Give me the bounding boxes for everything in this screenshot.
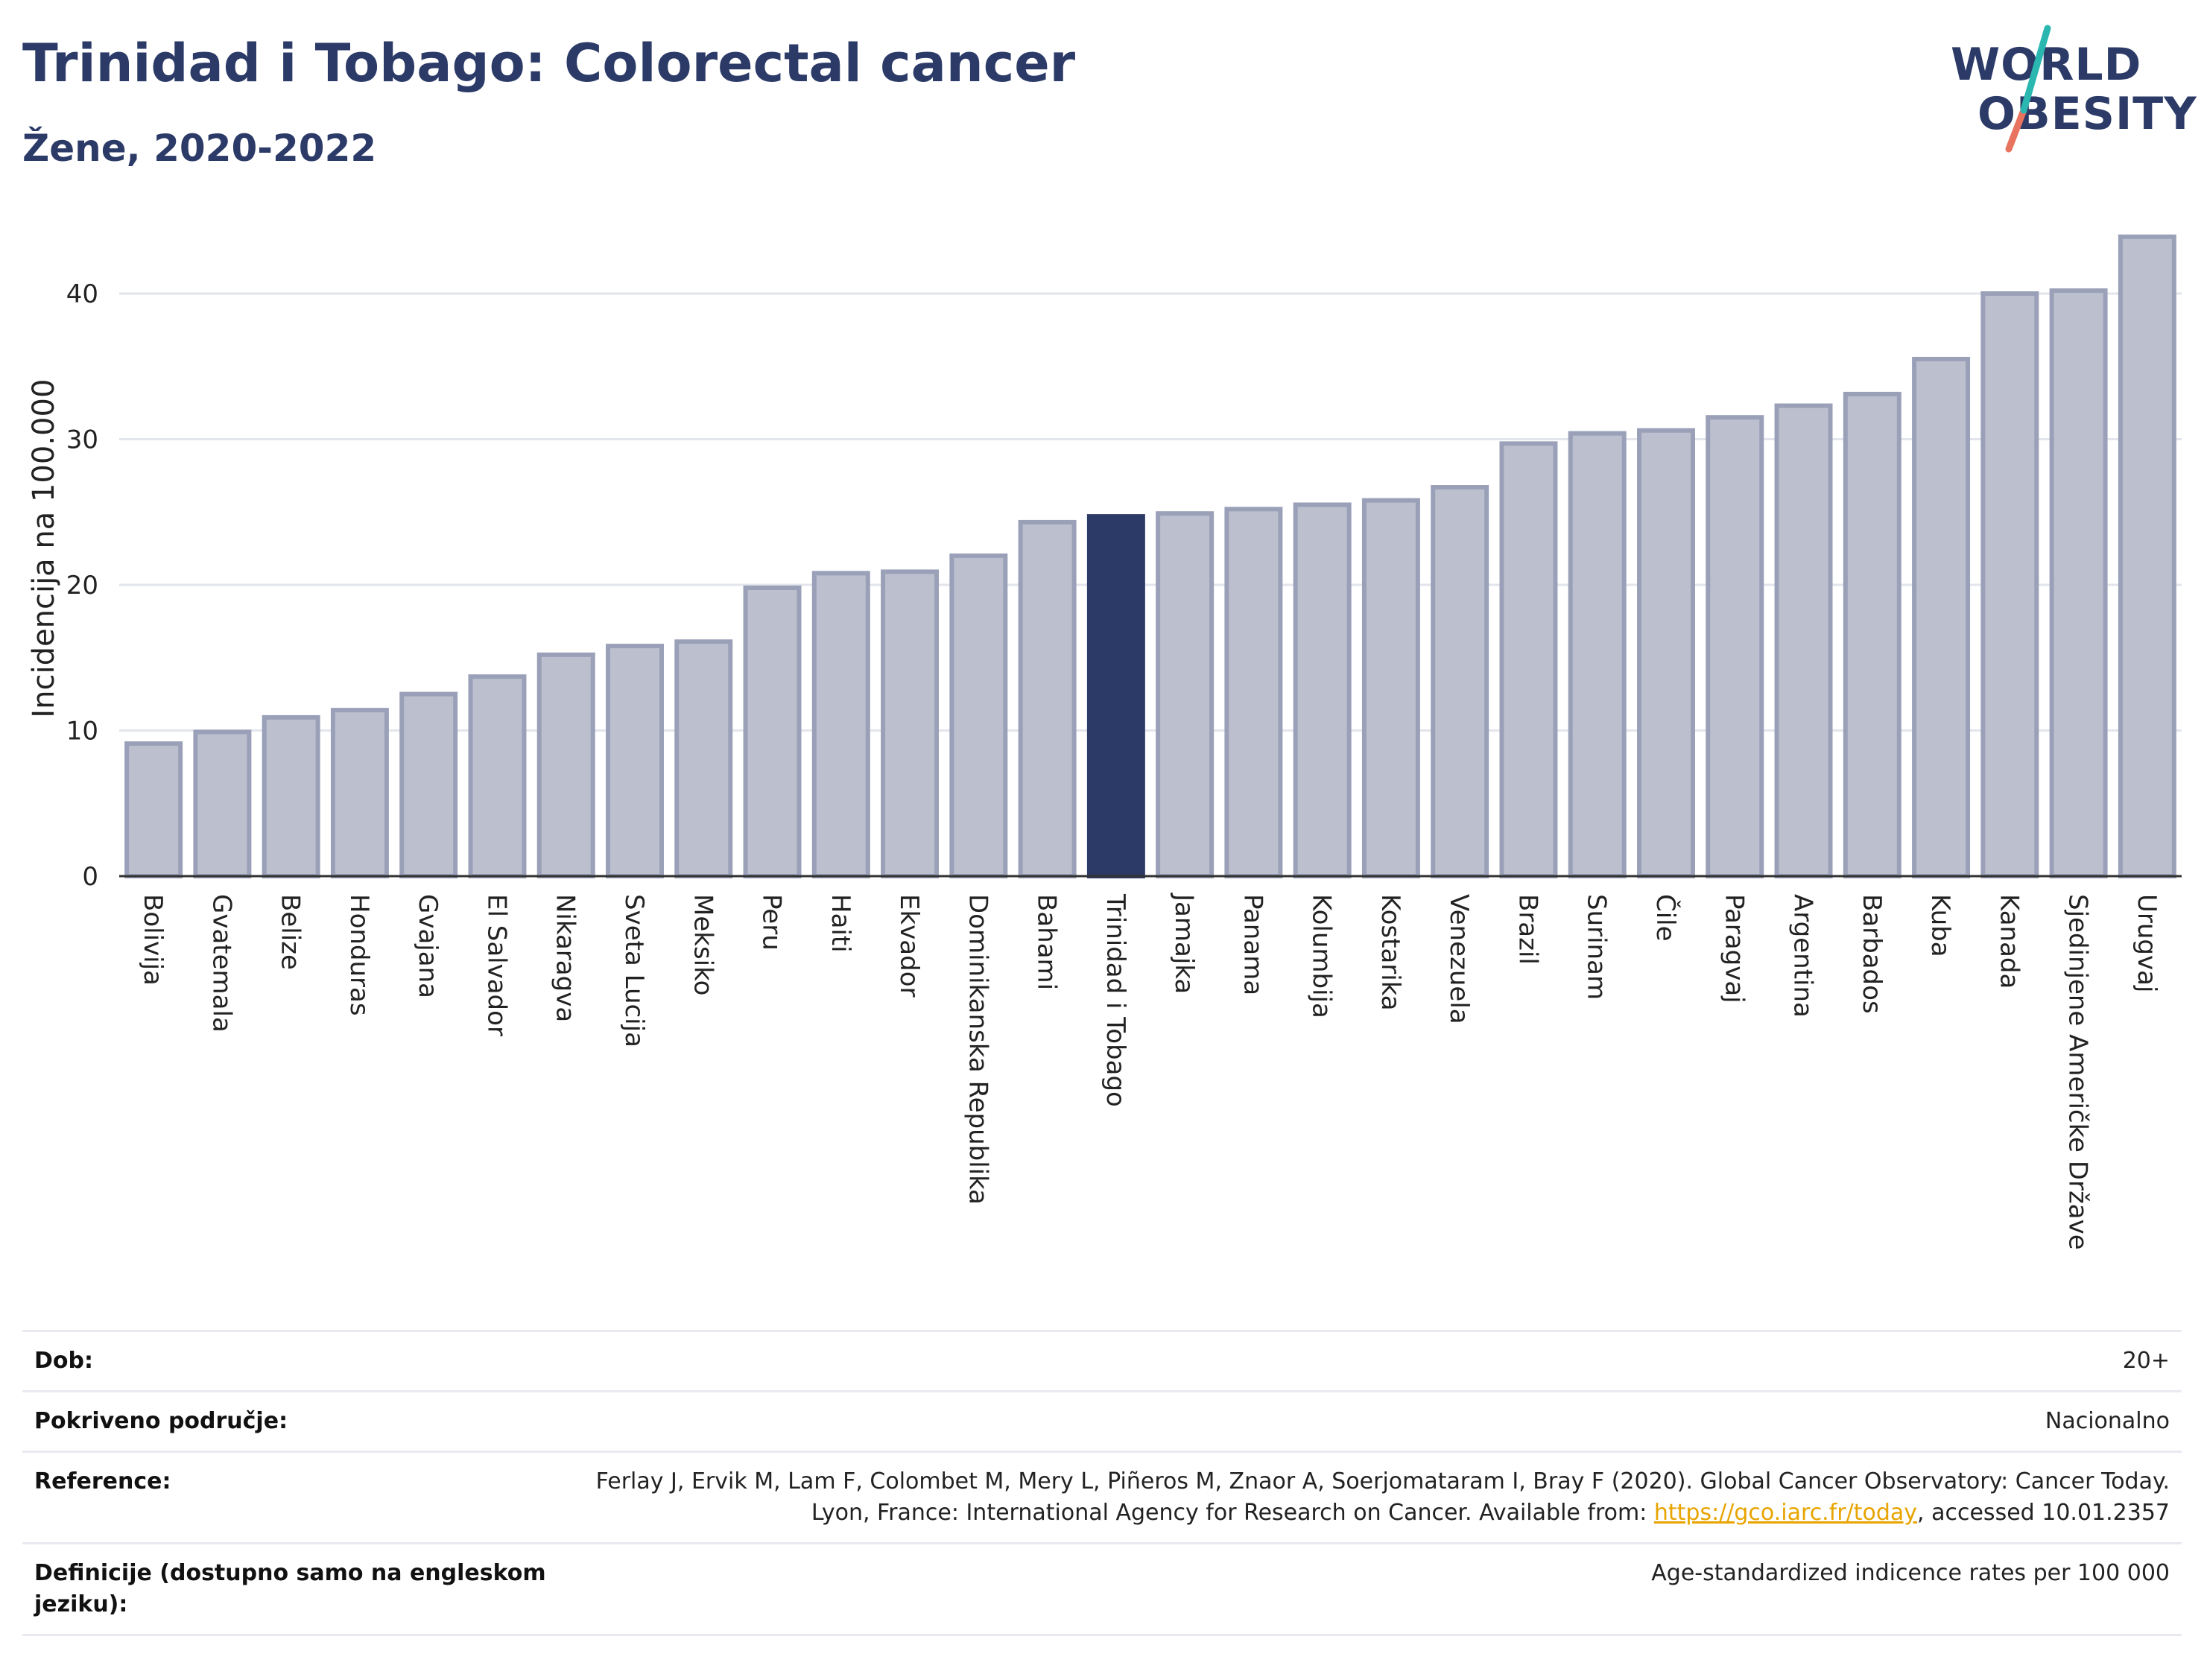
bar [399, 691, 458, 878]
bar [606, 644, 664, 878]
x-tick-label: Sjedinjene Američke Države [2063, 894, 2093, 1250]
bar [262, 714, 320, 879]
x-tick-label: Peru [757, 894, 787, 951]
bar [468, 674, 527, 878]
coverage-label: Pokriveno područje: [34, 1408, 288, 1434]
bar [330, 708, 389, 878]
x-tick-label: Belize [276, 894, 305, 970]
bar [1361, 498, 1420, 878]
page-subtitle: Žene, 2020-2022 [22, 127, 377, 170]
x-tick-label: Honduras [344, 894, 374, 1016]
x-tick-label: Urugvaj [2132, 894, 2162, 992]
x-tick-label: Kolumbija [1307, 894, 1337, 1018]
x-tick-label: Ekvador [894, 894, 924, 998]
definitions-value: Age-standardized indicence rates per 100… [1651, 1560, 2170, 1586]
world-obesity-logo: WORLD OBESITY [1945, 22, 2197, 156]
reference-value: Ferlay J, Ervik M, Lam F, Colombet M, Me… [568, 1466, 2170, 1529]
age-label: Dob: [34, 1348, 93, 1374]
bar [1568, 431, 1627, 878]
bar-chart: 0 10 20 30 40 Incidencija na 100.000 Bolivija G… [27, 234, 2182, 1250]
x-tick-label: Dominikanska Republika [963, 894, 992, 1205]
meta-row-definitions: Definicije (dostupno samo na engleskom j… [22, 1542, 2182, 1636]
reference-label: Reference: [34, 1468, 171, 1494]
bar [1431, 485, 1489, 878]
bar [949, 553, 1008, 879]
x-tick-label: Bahami [1032, 894, 1062, 990]
y-tick-label: 10 [66, 717, 98, 747]
x-tick-label: Nikaragva [551, 894, 580, 1022]
x-tick-label: Kanada [1994, 894, 2024, 989]
y-axis-label: Incidencija na 100.000 [27, 379, 61, 718]
age-value: 20+ [2122, 1348, 2170, 1374]
page-title: Trinidad i Tobago: Colorectal cancer [22, 33, 1076, 94]
bar [743, 585, 802, 878]
meta-row-coverage: Pokriveno područje: Nacionalno [22, 1390, 2182, 1451]
bar [1156, 511, 1215, 879]
logo-line-1: WORLD [1951, 39, 2142, 91]
y-tick-label: 20 [66, 571, 98, 600]
bar [674, 639, 733, 878]
x-tick-label: Surinam [1582, 894, 1612, 1000]
bar [2049, 288, 2108, 878]
bar [881, 569, 940, 879]
reference-accessed: , accessed 10.01.2357 [1917, 1500, 2170, 1526]
x-tick-label: Gvatemala [206, 894, 236, 1033]
x-tick-label: Gvajana [413, 894, 443, 998]
reference-link[interactable]: https://gco.iarc.fr/today [1653, 1500, 1918, 1526]
bar [1912, 356, 1971, 879]
logo-slash-icon [2005, 25, 2051, 153]
bar [811, 571, 870, 878]
x-tick-label: Bolivija [138, 894, 168, 986]
bar [193, 729, 252, 879]
bar [1843, 391, 1901, 878]
x-tick-label: Meksiko [688, 894, 718, 995]
x-tick-label: Sveta Lucija [619, 894, 649, 1047]
meta-row-reference: Reference: Ferlay J, Ervik M, Lam F, Col… [22, 1451, 2182, 1542]
reference-text: Ferlay J, Ervik M, Lam F, Colombet M, Me… [595, 1468, 2170, 1526]
x-tick-label: Brazil [1513, 894, 1542, 965]
bar [1224, 507, 1283, 879]
x-tick-label: Haiti [826, 894, 855, 953]
x-tick-label: Venezuela [1444, 894, 1474, 1024]
bar [1086, 514, 1145, 878]
x-tick-label: Kostarika [1375, 894, 1405, 1011]
bar [2118, 234, 2176, 878]
x-tick-label: Kuba [1925, 894, 1955, 957]
metadata-table: Dob: 20+ Pokriveno područje: Nacionalno … [22, 1330, 2182, 1636]
x-tick-label: Trinidad i Tobago [1101, 893, 1130, 1107]
x-tick-label: Paragvaj [1719, 894, 1749, 1004]
bar [1018, 519, 1077, 878]
bar [1980, 291, 2039, 878]
coverage-value: Nacionalno [2045, 1408, 2170, 1434]
x-tick-label: Jamajka [1169, 893, 1199, 994]
x-tick-label: Argentina [1788, 894, 1818, 1018]
y-tick-label: 40 [66, 279, 98, 309]
bar [536, 652, 595, 879]
bar [1637, 428, 1695, 878]
x-tick-label: El Salvador [481, 894, 511, 1036]
y-tick-label: 30 [66, 425, 98, 455]
bar [1706, 415, 1764, 878]
y-tick-label: 0 [82, 862, 98, 892]
meta-row-age: Dob: 20+ [22, 1330, 2182, 1390]
bar [124, 741, 183, 878]
bar [1293, 502, 1352, 878]
definitions-label: Definicije (dostupno samo na engleskom j… [34, 1560, 546, 1617]
x-tick-label: Panama [1238, 894, 1267, 995]
bar [1499, 441, 1558, 878]
x-tick-label: Čile [1650, 894, 1681, 942]
bar [1774, 403, 1833, 878]
x-tick-label: Barbados [1857, 894, 1887, 1014]
